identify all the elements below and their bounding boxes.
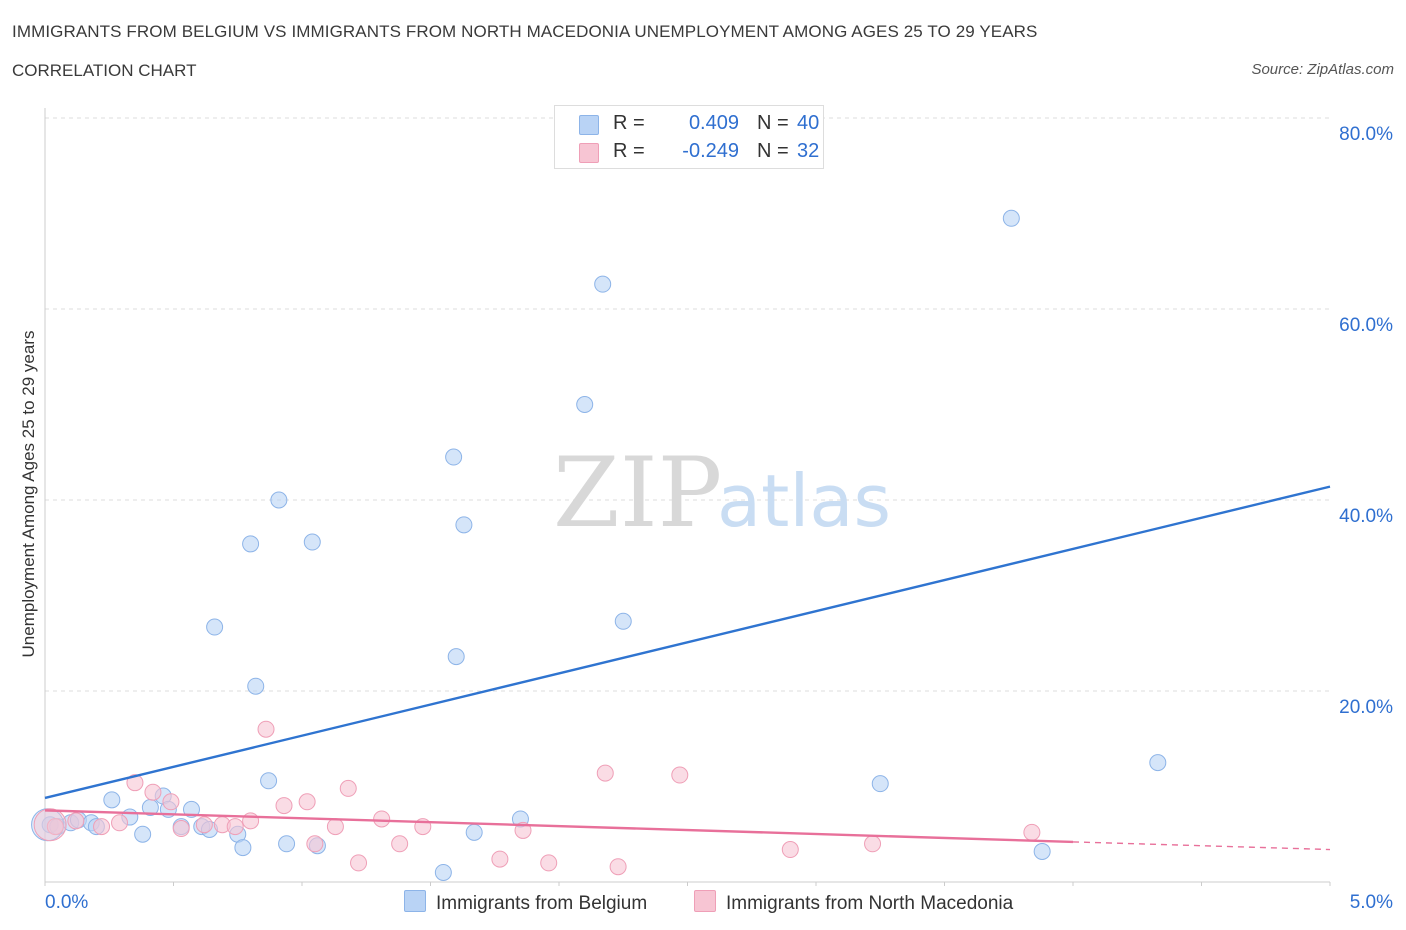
watermark-atlas: atlas [717, 459, 891, 543]
belgium-point [871, 775, 889, 793]
x-tick-label: 5.0% [1350, 892, 1393, 913]
north-macedonia-point [93, 818, 111, 836]
belgium-point [242, 535, 260, 553]
north-macedonia-point [275, 797, 293, 815]
legend-r-value: -0.249 [682, 140, 739, 162]
belgium-point [434, 863, 452, 881]
north-macedonia-point [781, 841, 799, 859]
legend-n-label: N = [757, 140, 789, 162]
belgium-point [234, 839, 252, 857]
source-label: Source: ZipAtlas.com [1251, 61, 1394, 78]
belgium-point [445, 448, 463, 466]
north-macedonia-point [226, 818, 244, 836]
y-tick-label: 40.0% [1339, 506, 1393, 527]
north-macedonia-point [172, 820, 190, 838]
belgium-point [1149, 754, 1167, 772]
axes [44, 108, 1331, 886]
legend-swatch-pink [579, 143, 599, 163]
north-macedonia-point [257, 720, 275, 738]
belgium-point [576, 396, 594, 413]
belgium-point [303, 533, 321, 551]
north-macedonia-point [350, 854, 368, 872]
north-macedonia-point [144, 783, 162, 801]
watermark: ZIP atlas [553, 437, 891, 549]
belgium-point [270, 491, 288, 509]
belgium-point [278, 835, 296, 853]
legend-n-value: 32 [797, 140, 820, 162]
belgium-point [260, 772, 278, 790]
north-macedonia-point [67, 812, 85, 830]
belgium-point [103, 791, 121, 809]
belgium-point [447, 648, 465, 666]
gridlines [45, 117, 1330, 692]
north-macedonia-point [1023, 823, 1041, 841]
north-macedonia-trend-line-dashed [1072, 841, 1331, 851]
north-macedonia-point [391, 835, 409, 853]
legend-r-label: R = [613, 140, 645, 162]
north-macedonia-point [540, 854, 558, 872]
trend-lines [44, 485, 1331, 851]
watermark-zip: ZIP [553, 437, 722, 549]
bottom-legend-swatch-pink [694, 890, 716, 912]
legend-n-label: N = [757, 112, 789, 134]
north-macedonia-point [671, 766, 689, 784]
north-macedonia-point [111, 814, 129, 832]
belgium-point [182, 800, 200, 818]
belgium-point [1002, 209, 1020, 227]
belgium-point [614, 612, 632, 630]
data-points [31, 209, 1167, 881]
bottom-legend-label: Immigrants from Belgium [436, 893, 648, 914]
x-tick-label: 0.0% [45, 892, 88, 913]
belgium-point [134, 825, 152, 843]
north-macedonia-point [298, 793, 316, 811]
y-axis-label: Unemployment Among Ages 25 to 29 years [19, 331, 38, 658]
y-tick-label: 60.0% [1339, 315, 1393, 336]
belgium-point [247, 677, 265, 695]
belgium-point [455, 516, 473, 534]
north-macedonia-point [864, 835, 882, 853]
north-macedonia-point [242, 812, 260, 830]
legend-r-label: R = [613, 112, 645, 134]
north-macedonia-point [306, 835, 324, 853]
legend-n-value: 40 [797, 112, 820, 134]
correlation-legend: R = 0.409 N = 40 R = -0.249 N = 32 [554, 105, 824, 169]
legend-swatch-blue [579, 115, 599, 135]
chart-title: IMMIGRANTS FROM BELGIUM VS IMMIGRANTS FR… [12, 22, 1038, 41]
north-macedonia-point [373, 810, 391, 828]
bottom-legend-label: Immigrants from North Macedonia [726, 893, 1014, 914]
bottom-legend-swatch-blue [404, 890, 426, 912]
north-macedonia-point [126, 774, 144, 792]
belgium-point [206, 618, 224, 636]
north-macedonia-point [46, 818, 64, 836]
belgium-point [594, 275, 612, 293]
north-macedonia-point [326, 818, 344, 836]
bottom-legend-belgium: Immigrants from Belgium [404, 890, 647, 915]
north-macedonia-point [609, 858, 627, 876]
north-macedonia-point [514, 821, 532, 839]
north-macedonia-point [162, 793, 180, 811]
bottom-legend-north-macedonia: Immigrants from North Macedonia [694, 890, 1013, 915]
belgium-trend-line [44, 485, 1331, 800]
y-tick-label: 20.0% [1339, 697, 1393, 718]
belgium-point [1033, 842, 1051, 860]
north-macedonia-point [491, 850, 509, 868]
tick-labels: 20.0% 40.0% 60.0% 80.0% 0.0% 5.0% [45, 124, 1393, 913]
belgium-point [465, 823, 483, 841]
north-macedonia-point [596, 764, 614, 782]
north-macedonia-point [339, 779, 357, 797]
y-tick-label: 80.0% [1339, 124, 1393, 145]
chart-subtitle: CORRELATION CHART [12, 61, 197, 80]
north-macedonia-point [33, 808, 67, 842]
legend-r-value: 0.409 [688, 112, 739, 134]
north-macedonia-trend-line [44, 809, 1074, 844]
north-macedonia-point [195, 816, 213, 834]
